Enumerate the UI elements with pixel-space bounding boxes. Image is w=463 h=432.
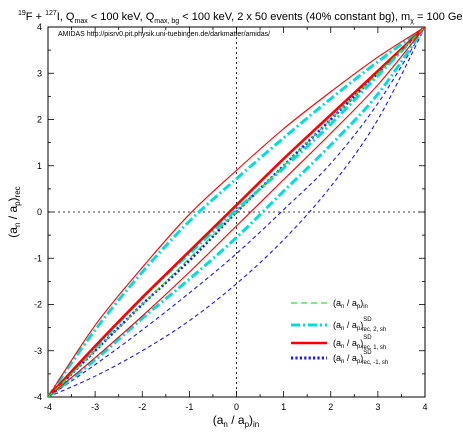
legend-entry-rec2: (an / ap)SD rec, 2, sh [291,317,386,333]
x-tick-label: -3 [91,402,99,412]
legend-entry-input: (an / ap)in [291,298,368,310]
series-rec1 [47,26,426,398]
chart-title: 19F + 127I, Qmax < 100 keV, Qmax, bg < 1… [18,10,463,25]
legend-entry-recm1: (an / ap)SD rec, -1, sh [291,350,388,366]
y-tick-label: 3 [37,68,42,78]
x-axis-label: (an / ap)in [213,413,260,429]
y-tick-label: -3 [34,346,42,356]
legend-label-rec1: (an / ap)SD rec, 1, sh [333,335,386,351]
y-tick-label: 0 [37,207,42,217]
x-tick-label: 0 [234,402,239,412]
series-layer [46,25,427,399]
tick-labels: -4 -3 -2 -1 0 1 2 3 4 -4 -3 -2 -1 0 1 2 3 4 [34,22,428,412]
series-rec1-line-0 [47,26,426,398]
y-tick-label: -2 [34,300,42,310]
legend-label-rec2: (an / ap)SD rec, 2, sh [333,317,386,333]
series-input-line-0 [47,26,426,398]
x-tick-label: 2 [328,402,333,412]
x-tick-label: 4 [422,402,427,412]
x-tick-label: -2 [138,402,146,412]
legend: (an / ap)in (an / ap)SD rec, 2, sh (an / … [291,298,388,366]
y-axis-label: (an / ap)rec [6,186,22,237]
x-tick-label: 1 [281,402,286,412]
x-tick-label: -4 [44,402,52,412]
y-tick-label: -4 [34,392,42,402]
y-tick-label: -1 [34,253,42,263]
series-input [47,26,426,398]
series-rec1-line-2 [47,26,426,398]
series-rec1-line-1 [47,26,426,398]
legend-entry-rec1: (an / ap)SD rec, 1, sh [291,335,386,351]
series-rec2-line-2 [47,26,427,399]
series-recm1-line-1 [47,26,426,398]
y-tick-label: 4 [37,22,42,32]
legend-label-input: (an / ap)in [333,298,368,310]
series-rec2-line-0 [46,25,426,398]
x-tick-label: -1 [185,402,193,412]
series-recm1-line-2 [47,26,426,398]
y-tick-label: 2 [37,115,42,125]
amidas-watermark: AMIDAS http://pisrv0.pit.physik.uni-tueb… [58,31,270,38]
legend-label-recm1: (an / ap)SD rec, -1, sh [333,350,388,366]
x-tick-label: 3 [375,402,380,412]
axis-ticks [47,26,426,398]
y-tick-label: 1 [37,161,42,171]
